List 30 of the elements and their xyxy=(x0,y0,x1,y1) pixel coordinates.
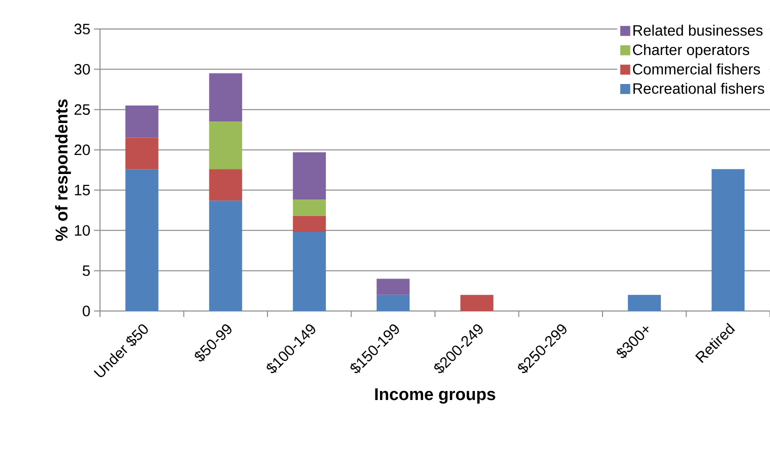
y-tick-label: 5 xyxy=(82,265,90,276)
bar xyxy=(209,200,242,311)
bar xyxy=(292,152,326,200)
y-tick-label: 0 xyxy=(82,306,90,316)
y-tick-label: 25 xyxy=(74,104,90,115)
bar xyxy=(460,294,494,311)
y-tick-label: 10 xyxy=(74,225,90,236)
y-axis-title: % of respondents xyxy=(55,99,71,241)
y-tick-label: 30 xyxy=(74,64,90,75)
legend-label: Recreational fishers xyxy=(633,82,764,94)
legend-label: Related businesses xyxy=(633,24,763,36)
y-tick-label: 35 xyxy=(74,24,90,34)
bar xyxy=(125,169,158,311)
bar xyxy=(292,216,326,232)
y-tick-label: 20 xyxy=(74,144,90,156)
bar xyxy=(292,200,326,216)
bar xyxy=(712,169,745,311)
legend-label: Commercial fishers xyxy=(633,63,760,74)
bar xyxy=(376,294,410,311)
bar xyxy=(292,232,326,311)
bar xyxy=(376,278,410,295)
legend-label: Charter operators xyxy=(633,44,750,58)
bar xyxy=(209,169,242,201)
bar xyxy=(628,294,661,311)
bar xyxy=(209,73,242,122)
y-tick-label: 15 xyxy=(74,184,90,196)
bar xyxy=(209,122,242,170)
x-axis-title: Income groups xyxy=(375,388,496,404)
bar xyxy=(125,106,158,138)
bar xyxy=(125,138,158,170)
